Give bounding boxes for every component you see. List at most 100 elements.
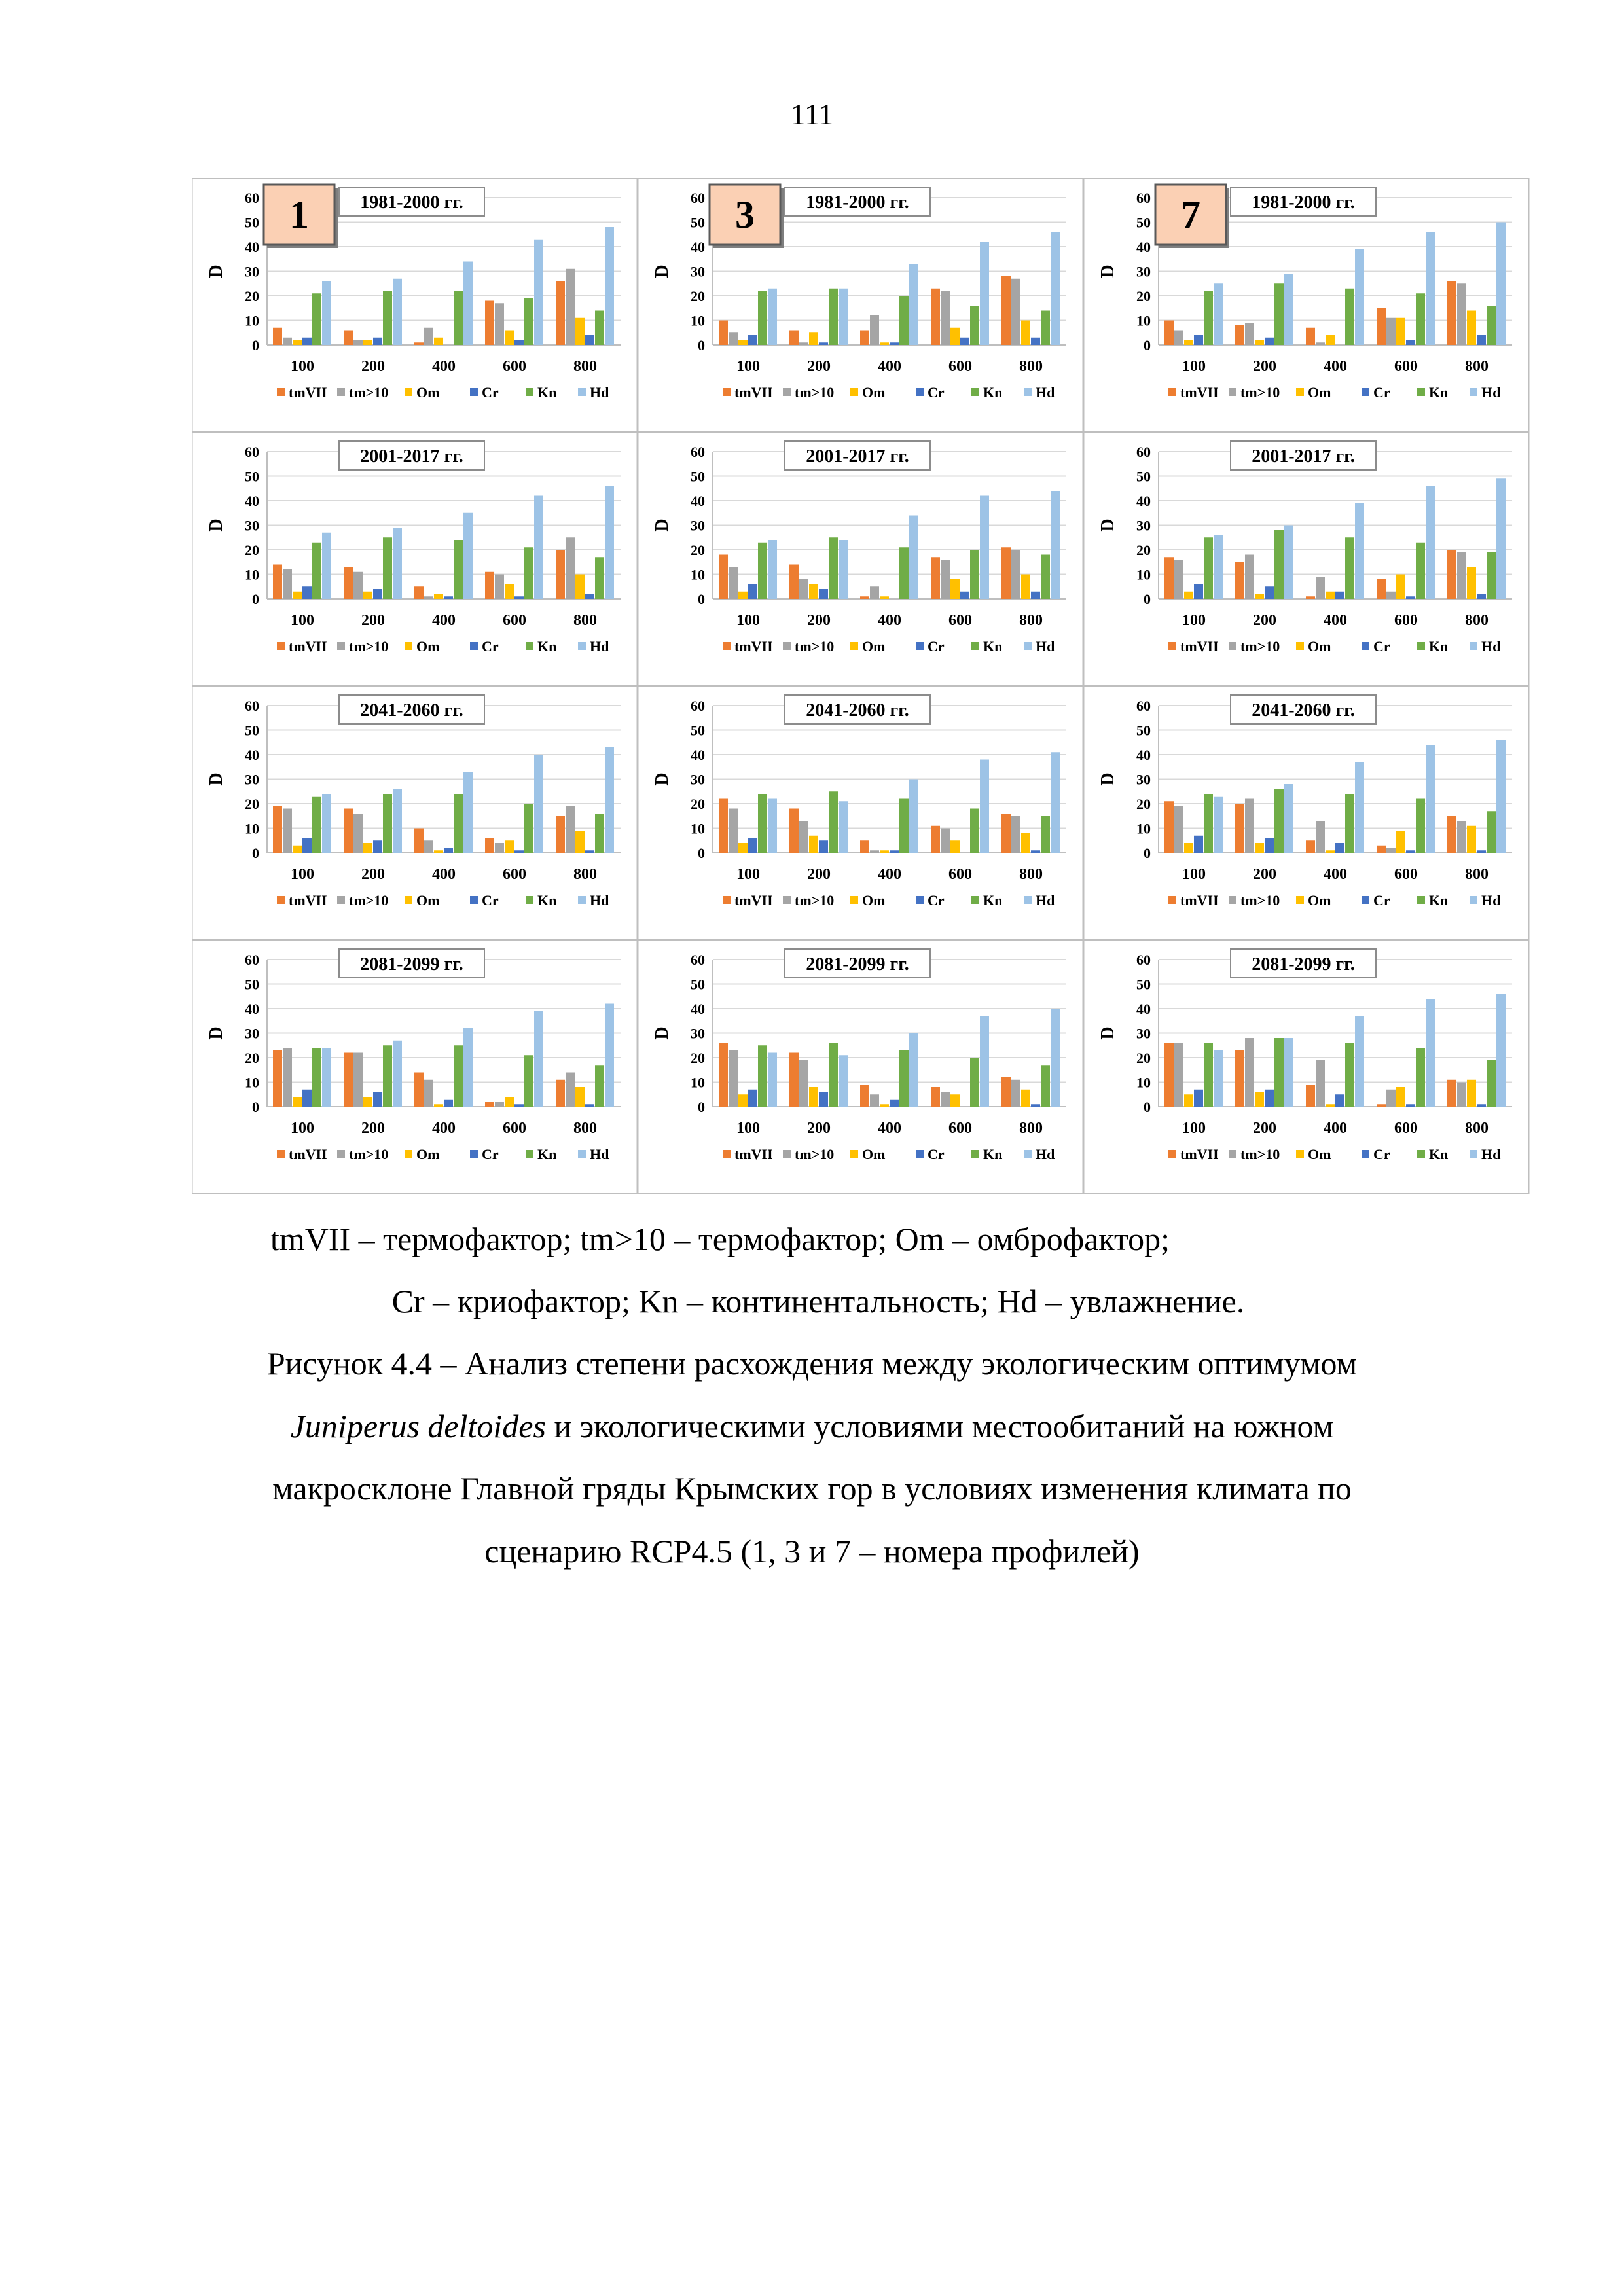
legend-swatch xyxy=(850,896,858,904)
bar-tm>10 xyxy=(1457,283,1466,345)
bar-Cr xyxy=(373,840,382,853)
x-tick-label: 600 xyxy=(503,1120,526,1137)
bar-tm>10 xyxy=(941,560,950,599)
bar-Kn xyxy=(899,1050,909,1107)
bar-Kn xyxy=(524,547,533,599)
legend-label: Om xyxy=(416,638,439,655)
legend-swatch xyxy=(850,1150,858,1158)
legend-swatch xyxy=(971,642,979,650)
chart-title: 1981-2000 гг. xyxy=(806,192,909,213)
bar-Hd xyxy=(605,1003,614,1107)
legend-swatch xyxy=(578,896,586,904)
y-tick-label: 20 xyxy=(691,796,705,812)
bar-Cr xyxy=(1031,591,1040,599)
bar-tmVII xyxy=(1377,845,1386,853)
legend-label: Hd xyxy=(1481,892,1500,908)
bar-Cr xyxy=(1194,584,1203,599)
chart-panel-border xyxy=(1083,685,1530,941)
chart-title-box xyxy=(784,694,931,725)
bar-tmVII xyxy=(344,1052,353,1107)
bar-Om xyxy=(434,1104,443,1107)
legend-label: tmVII xyxy=(289,1146,327,1162)
legend-swatch xyxy=(723,1150,731,1158)
legend-swatch xyxy=(971,896,979,904)
profile-badge xyxy=(708,183,782,246)
x-tick-label: 200 xyxy=(807,612,831,629)
y-tick-label: 30 xyxy=(691,264,705,280)
bar-Kn xyxy=(1487,1060,1496,1107)
bar-Cr xyxy=(302,586,312,599)
bar-Cr xyxy=(302,1089,312,1107)
bar-Cr xyxy=(585,850,594,853)
bar-Hd xyxy=(839,540,848,599)
bar-Om xyxy=(293,340,302,345)
x-tick-label: 200 xyxy=(1253,1120,1276,1137)
chart-title: 2081-2099 гг. xyxy=(1252,954,1355,975)
bar-tm>10 xyxy=(870,315,879,345)
bar-Cr xyxy=(1335,1094,1344,1107)
bar-Hd xyxy=(322,532,331,599)
bar-Kn xyxy=(312,293,321,345)
y-tick-label: 20 xyxy=(691,542,705,558)
chart-panel: 0 10 20 30 40 50 60 D 100 200 400 600 800 2001-2017 г… xyxy=(192,431,638,687)
bar-Kn xyxy=(312,1048,321,1107)
y-tick-label: 40 xyxy=(1136,747,1151,763)
bar-tm>10 xyxy=(1457,821,1466,853)
legend-swatch xyxy=(916,388,924,396)
x-tick-label: 400 xyxy=(1324,866,1347,883)
legend-label: Hd xyxy=(590,638,609,655)
bar-Kn xyxy=(1416,542,1425,599)
bar-Hd xyxy=(1214,796,1223,853)
bar-Kn xyxy=(1345,537,1354,599)
legend-swatch xyxy=(916,896,924,904)
legend-swatch xyxy=(578,1150,586,1158)
bar-Om xyxy=(363,1097,372,1107)
y-tick-label: 40 xyxy=(691,239,705,255)
bar-tmVII xyxy=(1447,816,1456,853)
bar-tm>10 xyxy=(1386,317,1396,345)
bar-Cr xyxy=(819,840,828,853)
bar-Om xyxy=(575,831,585,853)
bar-tm>10 xyxy=(729,567,738,599)
chart-title-box xyxy=(1230,440,1377,471)
bar-Kn xyxy=(829,288,838,345)
legend-swatch xyxy=(578,642,586,650)
bar-Cr xyxy=(748,584,757,599)
bar-tmVII xyxy=(719,798,728,853)
legend-swatch xyxy=(1417,1150,1425,1158)
legend-label: tmVII xyxy=(734,1146,773,1162)
legend-swatch xyxy=(1470,896,1477,904)
legend-swatch xyxy=(1168,388,1176,396)
chart-panel: 0 10 20 30 40 50 60 D 100 200 400 600 800 2041-2060 г… xyxy=(637,685,1084,941)
bar-Kn xyxy=(1204,291,1213,345)
chart-panel: 0 10 20 30 40 50 60 D 100 200 400 600 800 2081-2099 г… xyxy=(1083,939,1530,1194)
legend-label: tm>10 xyxy=(1240,638,1280,655)
bar-tmVII xyxy=(1001,814,1011,853)
y-tick-label: 60 xyxy=(1136,698,1151,714)
chart-panel: 0 10 20 30 40 50 60 D 100 200 400 600 800 2081-2099 г… xyxy=(637,939,1084,1194)
chart-panel-border xyxy=(192,939,638,1194)
legend-swatch xyxy=(277,388,285,396)
bar-Kn xyxy=(595,310,604,345)
bar-Kn xyxy=(383,794,392,853)
bar-Kn xyxy=(383,291,392,345)
bar-tm>10 xyxy=(566,1072,575,1107)
bar-Kn xyxy=(970,550,979,599)
y-tick-label: 0 xyxy=(252,337,259,353)
bar-tm>10 xyxy=(283,337,292,345)
bar-tmVII xyxy=(1447,550,1456,599)
y-axis-label: D xyxy=(206,1026,226,1039)
legend-label: Cr xyxy=(928,384,945,401)
bar-tm>10 xyxy=(353,340,363,345)
bar-tm>10 xyxy=(1386,1089,1396,1107)
bar-Hd xyxy=(768,1052,777,1107)
bar-Kn xyxy=(829,537,838,599)
bar-tmVII xyxy=(273,327,282,345)
bar-tm>10 xyxy=(799,1060,808,1107)
bar-tmVII xyxy=(1001,1077,1011,1107)
bar-Kn xyxy=(1041,310,1050,345)
bar-Hd xyxy=(605,486,614,599)
x-tick-label: 400 xyxy=(1324,612,1347,629)
profile-number: 1 xyxy=(289,193,309,236)
chart-panel: 0 10 20 30 40 50 60 D 100 200 400 600 800 2041-2060 г… xyxy=(1083,685,1530,941)
